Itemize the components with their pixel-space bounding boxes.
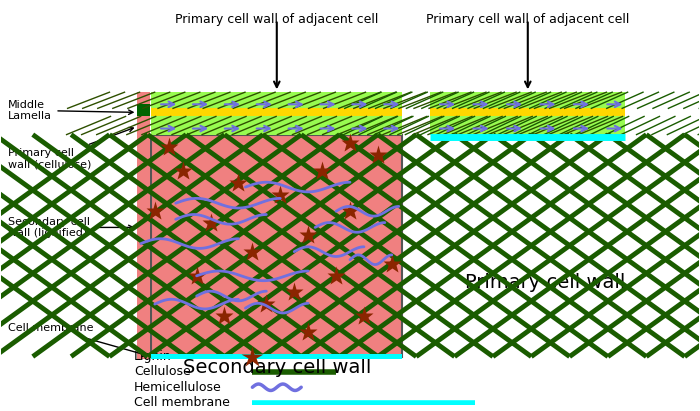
Bar [151, 109, 402, 116]
Bar [430, 116, 625, 134]
Bar [151, 92, 402, 109]
Text: Primary cell
wall (cellulose): Primary cell wall (cellulose) [8, 127, 133, 170]
Text: Secondary cell
wall (lignified): Secondary cell wall (lignified) [8, 217, 133, 238]
Text: Cellulose: Cellulose [134, 365, 190, 379]
Text: Lignin: Lignin [134, 350, 172, 363]
Text: Primary cell wall: Primary cell wall [465, 273, 625, 292]
Text: Secondary cell wall: Secondary cell wall [183, 358, 371, 377]
Bar [151, 354, 402, 358]
Bar [430, 109, 625, 116]
Bar [430, 92, 625, 109]
Text: Cell membrane: Cell membrane [134, 396, 230, 409]
Text: Primary cell wall of adjacent cell: Primary cell wall of adjacent cell [175, 14, 379, 26]
Bar [137, 104, 150, 116]
Bar [137, 92, 150, 358]
Bar [151, 116, 402, 134]
Text: Middle
Lamella: Middle Lamella [8, 99, 133, 121]
Bar [151, 134, 402, 357]
Text: Hemicellulose: Hemicellulose [134, 381, 222, 394]
Text: Primary cell wall of adjacent cell: Primary cell wall of adjacent cell [426, 14, 629, 26]
Text: Cell membrane: Cell membrane [8, 323, 147, 356]
